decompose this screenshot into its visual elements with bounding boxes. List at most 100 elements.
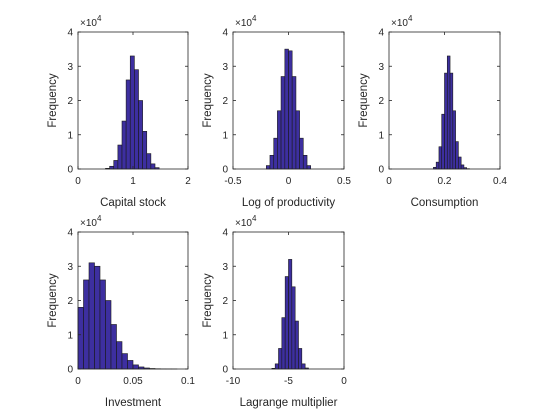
histogram-bar: [269, 155, 275, 170]
x-tick-label: 0.4: [493, 176, 507, 187]
x-axis-label: Investment: [105, 397, 162, 409]
x-axis-label: Capital stock: [100, 197, 166, 209]
y-tick-label: 0: [67, 165, 73, 176]
histogram-bar: [281, 317, 286, 370]
x-tick-label: 0: [286, 176, 292, 187]
histogram-bar: [138, 100, 143, 170]
histogram-bar: [109, 165, 115, 170]
y-exponent-label: ×104: [235, 14, 257, 29]
histogram-bar: [134, 69, 139, 170]
y-tick-label: 4: [222, 228, 228, 239]
y-tick-label: 1: [67, 330, 73, 341]
y-axis-label: Frequency: [202, 73, 214, 128]
histogram-bar: [444, 72, 448, 170]
histogram-bar: [446, 55, 451, 170]
histogram-bar: [117, 144, 123, 170]
x-tick-label: 1: [130, 176, 136, 187]
x-axis-label: Consumption: [411, 197, 479, 209]
histogram-bar: [277, 110, 282, 170]
histogram-bar: [291, 76, 297, 170]
histogram-bar: [116, 341, 123, 370]
x-tick-label: 0: [75, 176, 81, 187]
x-tick-label: 0.2: [438, 176, 452, 187]
x-axis-label: Log of productivity: [242, 197, 336, 209]
histogram-bar: [452, 110, 456, 170]
y-tick-label: 4: [222, 28, 228, 39]
histogram-panel-3: 0 0.2 0.4 0 1 2 3 4 ×104 Consumption Frequency: [358, 14, 507, 209]
histogram-bar: [94, 265, 101, 370]
y-tick-label: 2: [222, 96, 228, 107]
y-tick-label: 4: [67, 28, 73, 39]
y-tick-label: 3: [67, 262, 73, 273]
histogram-bar: [306, 165, 311, 170]
x-axis-label: Lagrange multiplier: [240, 397, 338, 409]
y-exponent-label: ×104: [80, 214, 102, 229]
histogram-bar: [288, 259, 293, 370]
histogram-bar: [441, 113, 445, 170]
histogram-bar: [302, 155, 308, 170]
y-tick-label: 2: [67, 96, 73, 107]
histogram-bar: [150, 163, 156, 170]
y-tick-label: 3: [378, 62, 384, 73]
y-tick-label: 1: [222, 330, 228, 341]
histogram-bar: [146, 153, 152, 170]
y-tick-label: 2: [222, 296, 228, 307]
y-tick-label: 1: [222, 130, 228, 141]
y-tick-label: 3: [67, 62, 73, 73]
histogram-bar: [121, 120, 127, 170]
y-axis-label: Frequency: [202, 273, 214, 328]
x-tick-label: -0.5: [224, 176, 242, 187]
x-tick-label: 2: [185, 176, 191, 187]
x-tick-label: 0: [75, 376, 81, 387]
histogram-bar: [77, 307, 84, 370]
histogram-bar: [273, 137, 278, 170]
histogram-bar: [295, 110, 300, 170]
histogram-bar: [288, 50, 293, 170]
histogram-bar: [294, 320, 299, 370]
x-tick-label: -5: [284, 376, 293, 387]
y-tick-label: 4: [378, 28, 384, 39]
histogram-bar: [460, 164, 465, 170]
y-tick-label: 0: [67, 365, 73, 376]
histogram-bar: [125, 79, 131, 170]
y-axis-label: Frequency: [47, 273, 59, 328]
histogram-bar: [438, 146, 443, 170]
histogram-bar: [284, 48, 289, 170]
y-tick-label: 1: [378, 130, 384, 141]
y-tick-label: 0: [222, 365, 228, 376]
y-tick-label: 2: [67, 296, 73, 307]
histogram-bar: [110, 324, 117, 370]
histogram-bar: [280, 76, 286, 170]
histogram-bar: [284, 276, 289, 370]
histogram-bar: [88, 262, 95, 370]
histogram-bar: [455, 141, 459, 170]
histogram-bar: [458, 156, 462, 170]
x-tick-label: -10: [226, 376, 241, 387]
y-tick-label: 2: [378, 96, 384, 107]
x-tick-label: 0.5: [337, 176, 351, 187]
x-tick-label: 0: [386, 176, 392, 187]
y-exponent-label: ×104: [80, 14, 102, 29]
y-tick-label: 4: [67, 228, 73, 239]
histogram-bar: [265, 165, 271, 170]
histogram-bar: [278, 348, 283, 370]
y-axis-label: Frequency: [47, 73, 59, 128]
histogram-bar: [298, 348, 303, 370]
histogram-bar: [113, 160, 119, 170]
histogram-bar: [301, 363, 306, 370]
y-tick-label: 3: [222, 262, 228, 273]
histogram-bar: [142, 131, 148, 170]
histogram-bar: [105, 300, 112, 370]
histogram-bar: [99, 279, 106, 370]
histogram-panel-4: 0 0.05 0.1 0 1 2 3 4 ×104 Investment Frequency: [47, 214, 195, 409]
y-exponent-label: ×104: [391, 14, 413, 29]
histogram-bar: [121, 353, 128, 370]
histogram-panel-1: 0 1 2 0 1 2 3 4 ×104 Capital stock Frequency: [47, 14, 191, 209]
y-tick-label: 3: [222, 62, 228, 73]
x-tick-label: 0.1: [181, 376, 195, 387]
y-tick-label: 0: [222, 165, 228, 176]
histogram-bar: [299, 137, 304, 170]
histogram-bar: [83, 279, 90, 370]
y-tick-label: 1: [67, 130, 73, 141]
